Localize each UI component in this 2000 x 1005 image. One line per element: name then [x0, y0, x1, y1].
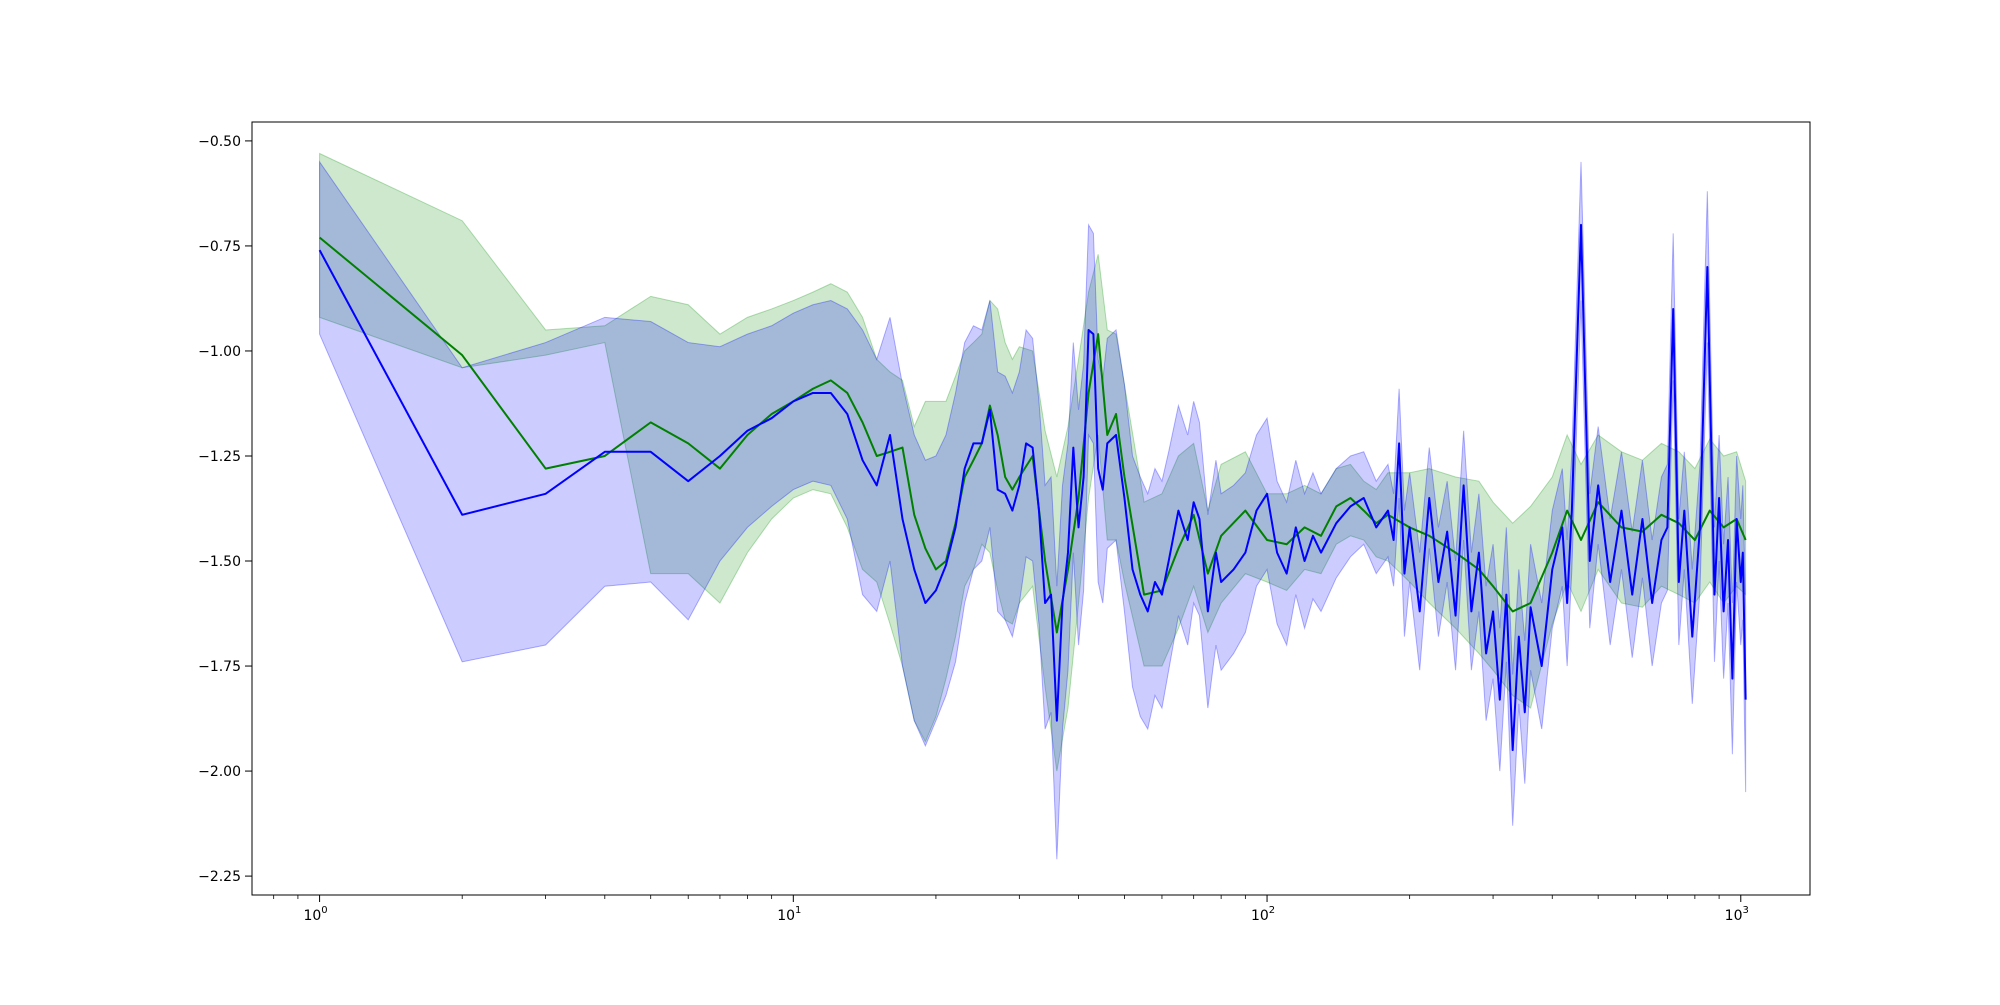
green-series-line: [318, 236, 1747, 634]
y-tick-label: −1.75: [198, 659, 241, 675]
y-tick-label: −1.25: [198, 449, 241, 465]
plot-frame: [251, 121, 1811, 896]
y-tick-label: −2.00: [198, 764, 241, 780]
y-tick-label: −1.00: [198, 344, 241, 360]
series-lines: [318, 223, 1747, 752]
y-axis: −0.50 −0.75 −1.00 −1.25 −1.50 −1.75 −2.00 −2.25: [198, 134, 252, 885]
y-tick-label: −0.75: [198, 239, 241, 255]
x-tick-exponent: 3: [1743, 905, 1749, 916]
blue-series-band: [319, 160, 1747, 860]
x-tick-exponent: 0: [321, 905, 327, 916]
y-tick-label: −1.50: [198, 554, 241, 570]
x-tick-exponent: 2: [1269, 905, 1275, 916]
x-tick-exponent: 1: [795, 905, 801, 916]
blue-series-line: [318, 223, 1747, 752]
y-tick-label: −0.50: [198, 134, 241, 150]
y-tick-label: −2.25: [198, 869, 241, 885]
